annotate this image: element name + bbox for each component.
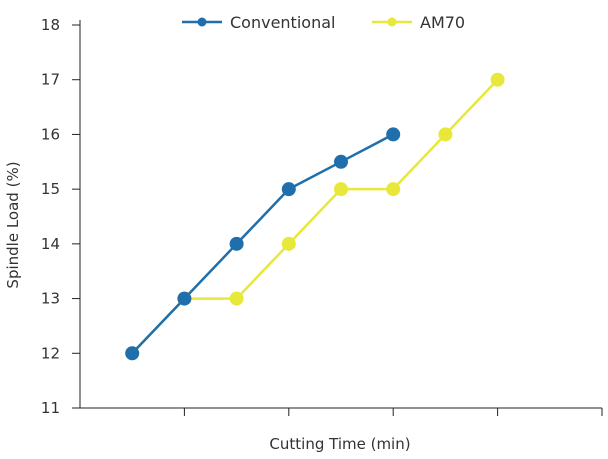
data-point-am70 [281,236,296,251]
series-line-am70 [131,78,499,355]
axes: 11 12 13 14 15 16 17 18 [41,16,603,417]
y-tick-label: 13 [41,290,60,308]
legend-label: Conventional [230,13,335,32]
legend-item-conventional: Conventional [182,13,335,32]
y-tick-label: 11 [41,399,60,417]
data-point-conventional [125,346,140,361]
data-point-am70 [386,182,401,197]
data-point-conventional [281,182,296,197]
series-line-conventional [131,133,394,355]
y-tick-label: 12 [41,344,60,362]
y-tick-label: 17 [41,71,60,89]
data-point-am70 [490,72,505,87]
series-am70 [125,72,505,361]
y-axis-label: Spindle Load (%) [4,161,22,288]
legend-swatch-marker [197,17,207,27]
series-conventional [125,127,401,361]
legend-swatch-marker [387,17,397,27]
legend: Conventional AM70 [182,13,465,32]
data-point-am70 [334,182,348,197]
data-point-am70 [438,127,453,142]
series-layer [125,72,505,361]
data-point-conventional [334,154,348,169]
legend-item-am70: AM70 [372,13,465,32]
data-point-conventional [386,127,401,142]
y-tick-label: 14 [41,235,60,253]
data-point-am70 [229,291,244,306]
legend-label: AM70 [420,13,465,32]
y-tick-label: 18 [41,16,60,34]
x-axis-label: Cutting Time (min) [269,435,410,453]
data-point-conventional [177,291,192,306]
y-tick-label: 15 [41,180,60,198]
y-tick-label: 16 [41,125,60,143]
data-point-conventional [229,236,244,251]
